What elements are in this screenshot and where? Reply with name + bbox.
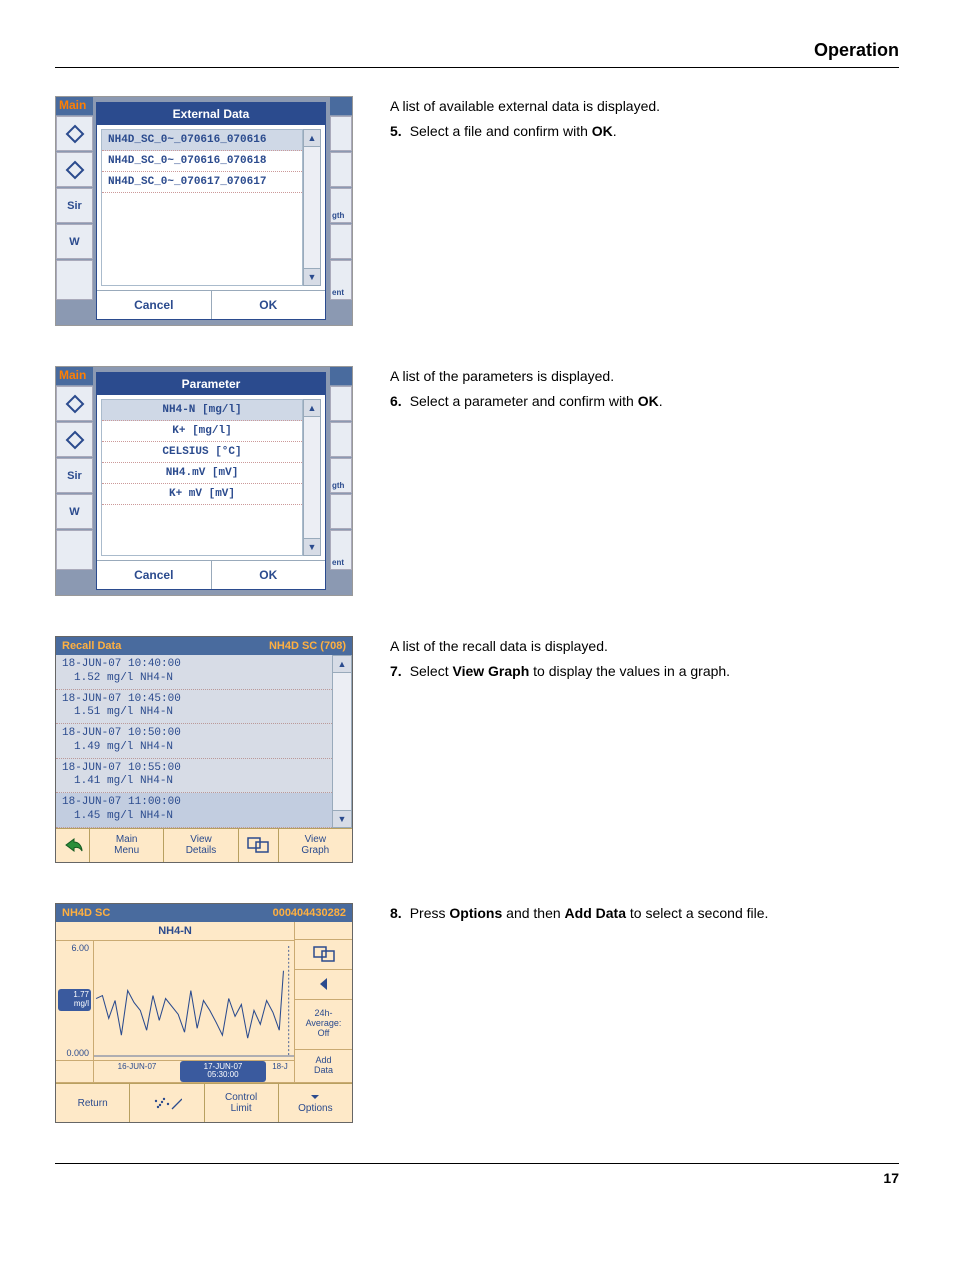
sidebar-cell — [56, 260, 93, 300]
recall-row[interactable]: 18-JUN-07 11:00:001.45 mg/l NH4-N — [56, 793, 332, 828]
list-item[interactable]: K+ mV [mV] — [102, 484, 302, 505]
description-text: A list of available external data is dis… — [390, 96, 899, 117]
step-6: 6.Select a parameter and confirm with OK… — [390, 391, 899, 412]
diamond-icon — [56, 422, 93, 457]
row-external-data: Main Sir W gth en — [55, 96, 899, 326]
avg-label: 24h-Average: Off — [295, 1000, 352, 1051]
cancel-button[interactable]: Cancel — [97, 291, 212, 319]
recall-row[interactable]: 18-JUN-07 10:55:001.41 mg/l NH4-N — [56, 759, 332, 794]
recall-title: Recall Data — [62, 640, 121, 652]
ok-button[interactable]: OK — [212, 291, 326, 319]
row-parameter: Main Sir W gth en — [55, 366, 899, 596]
pc-link-icon[interactable] — [239, 829, 279, 862]
scroll-up-icon[interactable]: ▲ — [303, 399, 321, 417]
diamond-icon — [56, 386, 93, 421]
graph-plot[interactable] — [94, 941, 294, 1060]
right-cell-ent: ent — [330, 260, 352, 300]
view-graph-button[interactable]: View Graph — [279, 829, 352, 862]
control-limit-button[interactable]: Control Limit — [205, 1084, 279, 1122]
screenshot-parameter: Main Sir W gth en — [55, 366, 353, 596]
titlebar-main: Main — [56, 97, 93, 115]
main-menu-button[interactable]: Main Menu — [90, 829, 164, 862]
page-header: Operation — [55, 40, 899, 68]
sidebar-w: W — [56, 224, 93, 259]
scroll-down-icon[interactable]: ▼ — [332, 810, 352, 828]
scroll-down-icon[interactable]: ▼ — [303, 538, 321, 556]
row-graph: NH4D SC 000404430282 NH4-N 6.00 1.77 mg/… — [55, 903, 899, 1124]
right-cell-gth: gth — [330, 458, 352, 493]
scroll-up-icon[interactable]: ▲ — [303, 129, 321, 147]
page: Operation Main Sir W — [0, 0, 954, 1206]
diamond-icon — [56, 116, 93, 151]
graph-param: NH4-N — [56, 922, 294, 941]
description-text: A list of the parameters is displayed. — [390, 366, 899, 387]
list-item[interactable]: NH4D_SC_0~_070616_070618 — [102, 151, 302, 172]
view-details-button[interactable]: View Details — [164, 829, 238, 862]
pc-link-icon[interactable] — [295, 940, 352, 970]
diamond-icon — [56, 152, 93, 187]
scroll-down-icon[interactable]: ▼ — [303, 268, 321, 286]
description-text: A list of the recall data is displayed. — [390, 636, 899, 657]
cursor-left-icon[interactable] — [295, 970, 352, 1000]
recall-row[interactable]: 18-JUN-07 10:45:001.51 mg/l NH4-N — [56, 690, 332, 725]
recall-row[interactable]: 18-JUN-07 10:50:001.49 mg/l NH4-N — [56, 724, 332, 759]
row-recall-data: Recall Data NH4D SC (708) 18-JUN-07 10:4… — [55, 636, 899, 863]
list-item[interactable]: NH4D_SC_0~_070616_070616 — [102, 130, 302, 151]
step-8: 8.Press Options and then Add Data to sel… — [390, 903, 899, 924]
list-item[interactable]: NH4.mV [mV] — [102, 463, 302, 484]
graph-device: NH4D SC — [62, 907, 110, 919]
recall-list[interactable]: 18-JUN-07 10:40:001.52 mg/l NH4-N 18-JUN… — [56, 655, 332, 828]
file-list[interactable]: NH4D_SC_0~_070616_070616 NH4D_SC_0~_0706… — [101, 129, 303, 286]
right-cell — [330, 224, 352, 259]
parameter-list[interactable]: NH4-N [mg/l] K+ [mg/l] CELSIUS [°C] NH4.… — [101, 399, 303, 556]
screenshot-graph: NH4D SC 000404430282 NH4-N 6.00 1.77 mg/… — [55, 903, 353, 1124]
scatter-icon[interactable] — [130, 1084, 204, 1122]
back-icon[interactable] — [56, 829, 90, 862]
right-cell — [330, 116, 352, 151]
sidebar-sir: Sir — [56, 188, 93, 223]
screenshot-external-data: Main Sir W gth en — [55, 96, 353, 326]
sidebar-sir: Sir — [56, 458, 93, 493]
screenshot-recall-data: Recall Data NH4D SC (708) 18-JUN-07 10:4… — [55, 636, 353, 863]
graph-serial: 000404430282 — [273, 907, 346, 919]
return-button[interactable]: Return — [56, 1084, 130, 1122]
scroll-up-icon[interactable]: ▲ — [332, 655, 352, 673]
right-cell-ent: ent — [330, 530, 352, 570]
recall-device: NH4D SC (708) — [269, 640, 346, 652]
cancel-button[interactable]: Cancel — [97, 561, 212, 589]
ok-button[interactable]: OK — [212, 561, 326, 589]
options-button[interactable]: Options — [279, 1084, 352, 1122]
y-axis: 6.00 1.77 mg/l 0.000 — [56, 941, 94, 1060]
popup-title: External Data — [97, 103, 325, 125]
list-item[interactable]: NH4-N [mg/l] — [102, 400, 302, 421]
list-item[interactable]: CELSIUS [°C] — [102, 442, 302, 463]
add-data-button[interactable]: Add Data — [295, 1050, 352, 1083]
step-5: 5.Select a file and confirm with OK. — [390, 121, 899, 142]
right-cell-gth: gth — [330, 188, 352, 223]
titlebar-main: Main — [56, 367, 93, 385]
page-number: 17 — [55, 1163, 899, 1186]
popup-title: Parameter — [97, 373, 325, 395]
x-axis: 16-JUN-07 17-JUN-07 05:30:00 18-J — [56, 1061, 294, 1084]
step-7: 7.Select View Graph to display the value… — [390, 661, 899, 682]
right-cell — [330, 152, 352, 187]
list-item[interactable]: NH4D_SC_0~_070617_070617 — [102, 172, 302, 193]
list-item[interactable]: K+ [mg/l] — [102, 421, 302, 442]
sidebar-w: W — [56, 494, 93, 529]
recall-row[interactable]: 18-JUN-07 10:40:001.52 mg/l NH4-N — [56, 655, 332, 690]
